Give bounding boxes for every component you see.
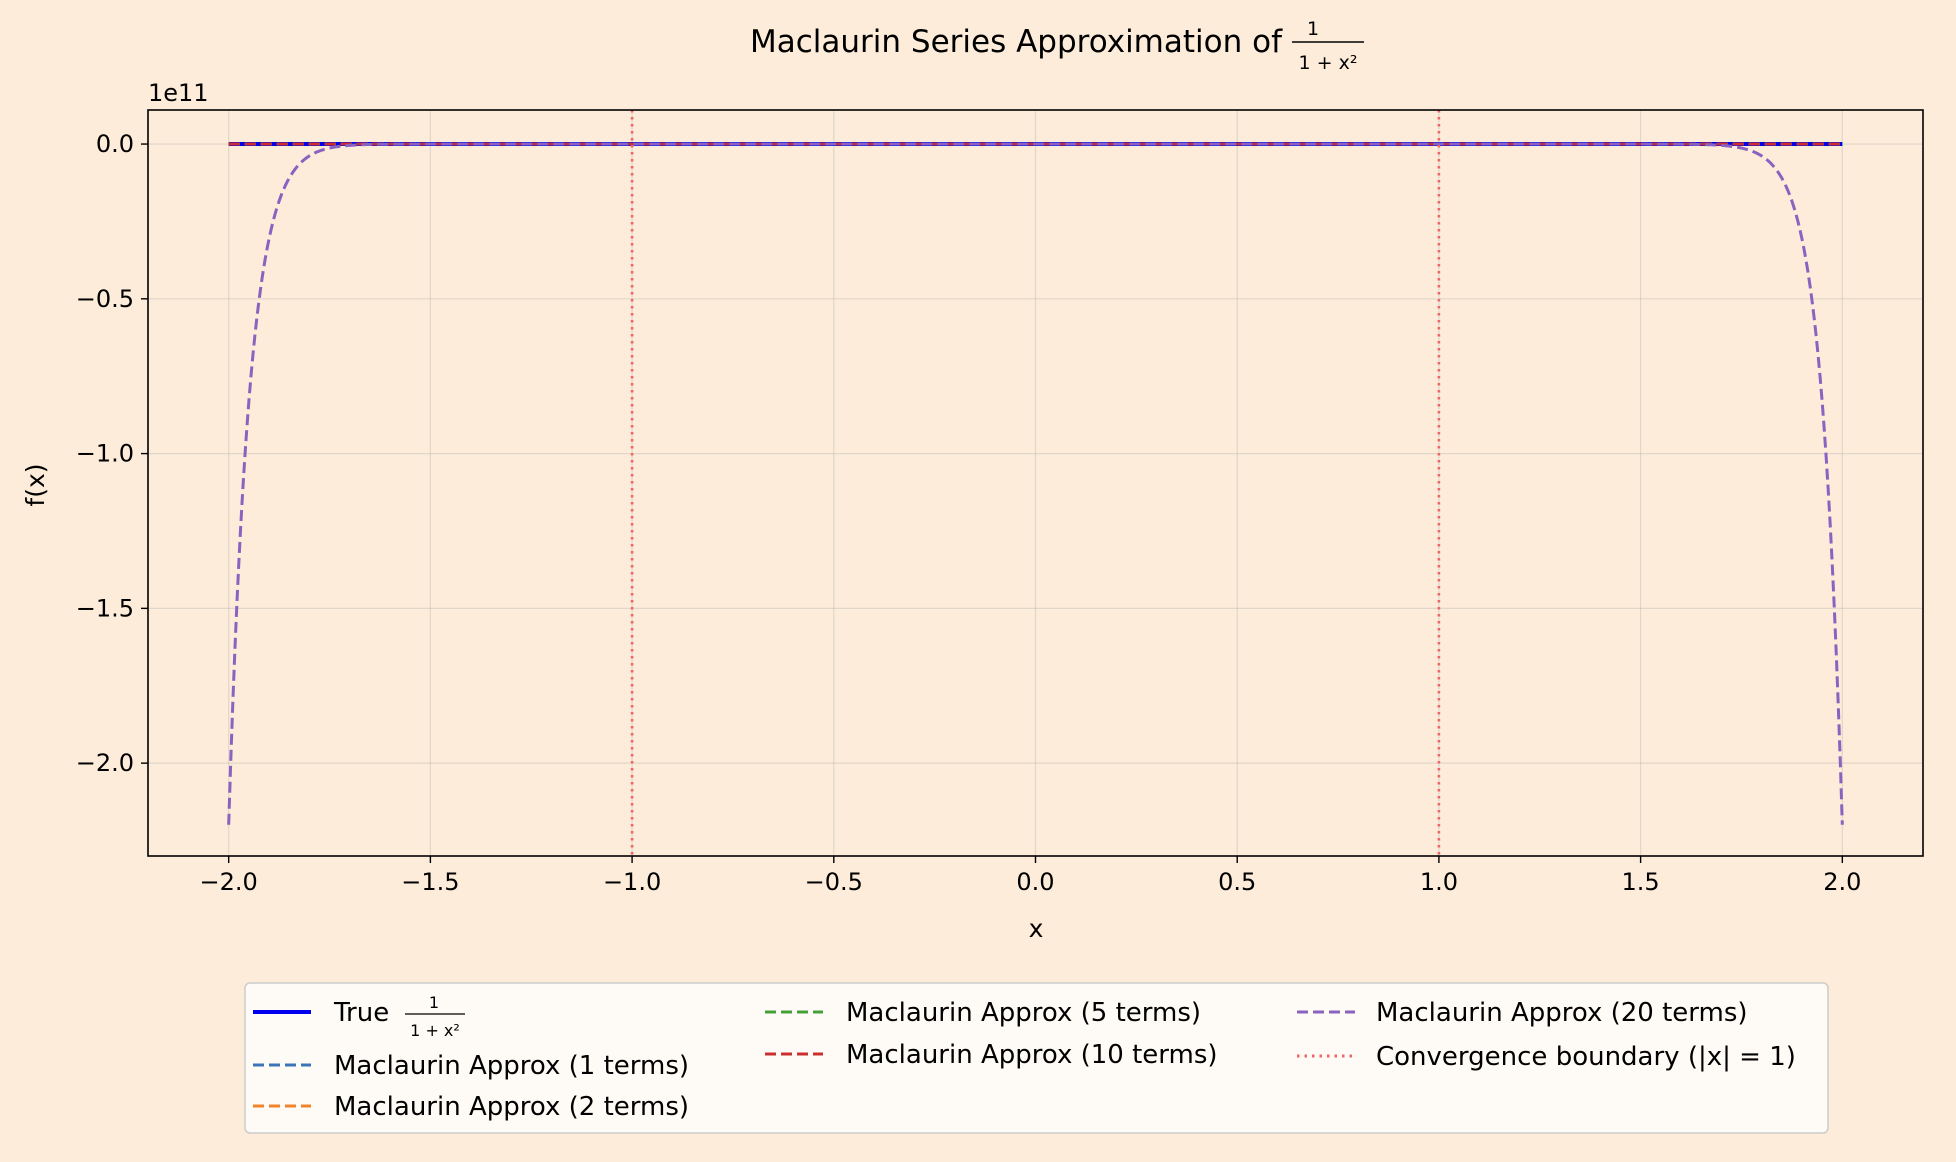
legend-label-2-terms: Maclaurin Approx (2 terms) (334, 1092, 689, 1122)
legend-label-true: True (333, 998, 389, 1028)
y-offset-label: 1e11 (148, 79, 209, 107)
y-tick-label: −0.5 (76, 285, 134, 313)
legend: True 1 1 + x² Maclaurin Approx (1 terms)… (244, 982, 1829, 1134)
plot-area (148, 110, 1923, 856)
x-axis-label: x (1029, 914, 1044, 943)
legend-fraction-denominator: 1 + x² (410, 1021, 460, 1040)
series-line-5 (227, 142, 1844, 825)
legend-label-convergence-boundary: Convergence boundary (|x| = 1) (1376, 1042, 1796, 1072)
legend-fraction-numerator: 1 (429, 993, 439, 1012)
legend-entry-1-terms: Maclaurin Approx (1 terms) (253, 1051, 689, 1081)
x-axis-ticks: −2.0 −1.5 −1.0 −0.5 0.0 0.5 1.0 1.5 2.0 (200, 856, 1861, 896)
x-tick-label: 1.0 (1420, 868, 1458, 896)
x-tick-label: −1.5 (401, 868, 459, 896)
legend-label-20-terms: Maclaurin Approx (20 terms) (1376, 998, 1748, 1028)
y-axis-label: f(x) (21, 463, 50, 506)
y-tick-label: −2.0 (76, 749, 134, 777)
x-tick-label: 0.5 (1218, 868, 1256, 896)
convergence-boundary-lines (630, 110, 1441, 856)
title-fraction-numerator: 1 (1307, 18, 1319, 40)
x-tick-label: 0.0 (1016, 868, 1054, 896)
legend-label-5-terms: Maclaurin Approx (5 terms) (846, 998, 1201, 1028)
legend-entry-10-terms: Maclaurin Approx (10 terms) (765, 1040, 1218, 1070)
title-text: Maclaurin Series Approximation of (750, 24, 1283, 60)
x-tick-label: 2.0 (1823, 868, 1861, 896)
legend-box (244, 982, 1829, 1134)
x-tick-label: −1.0 (603, 868, 661, 896)
legend-entry-true: True 1 1 + x² (253, 993, 465, 1040)
series-layer (227, 142, 1844, 825)
y-tick-label: −1.0 (76, 440, 134, 468)
legend-entry-5-terms: Maclaurin Approx (5 terms) (765, 998, 1201, 1028)
x-tick-label: −0.5 (805, 868, 863, 896)
y-tick-label: 0.0 (96, 130, 134, 158)
chart-title: Maclaurin Series Approximation of 1 1 + … (750, 18, 1364, 74)
y-axis-ticks: 0.0 −0.5 −1.0 −1.5 −2.0 (76, 130, 148, 777)
legend-entry-20-terms: Maclaurin Approx (20 terms) (1297, 998, 1748, 1028)
x-tick-label: 1.5 (1622, 868, 1660, 896)
legend-entry-convergence-boundary: Convergence boundary (|x| = 1) (1297, 1042, 1796, 1072)
x-tick-label: −2.0 (200, 868, 258, 896)
legend-label-10-terms: Maclaurin Approx (10 terms) (846, 1040, 1218, 1070)
y-tick-label: −1.5 (76, 594, 134, 622)
legend-entry-2-terms: Maclaurin Approx (2 terms) (253, 1092, 689, 1122)
legend-label-1-terms: Maclaurin Approx (1 terms) (334, 1051, 689, 1081)
title-fraction-denominator: 1 + x² (1299, 52, 1358, 74)
